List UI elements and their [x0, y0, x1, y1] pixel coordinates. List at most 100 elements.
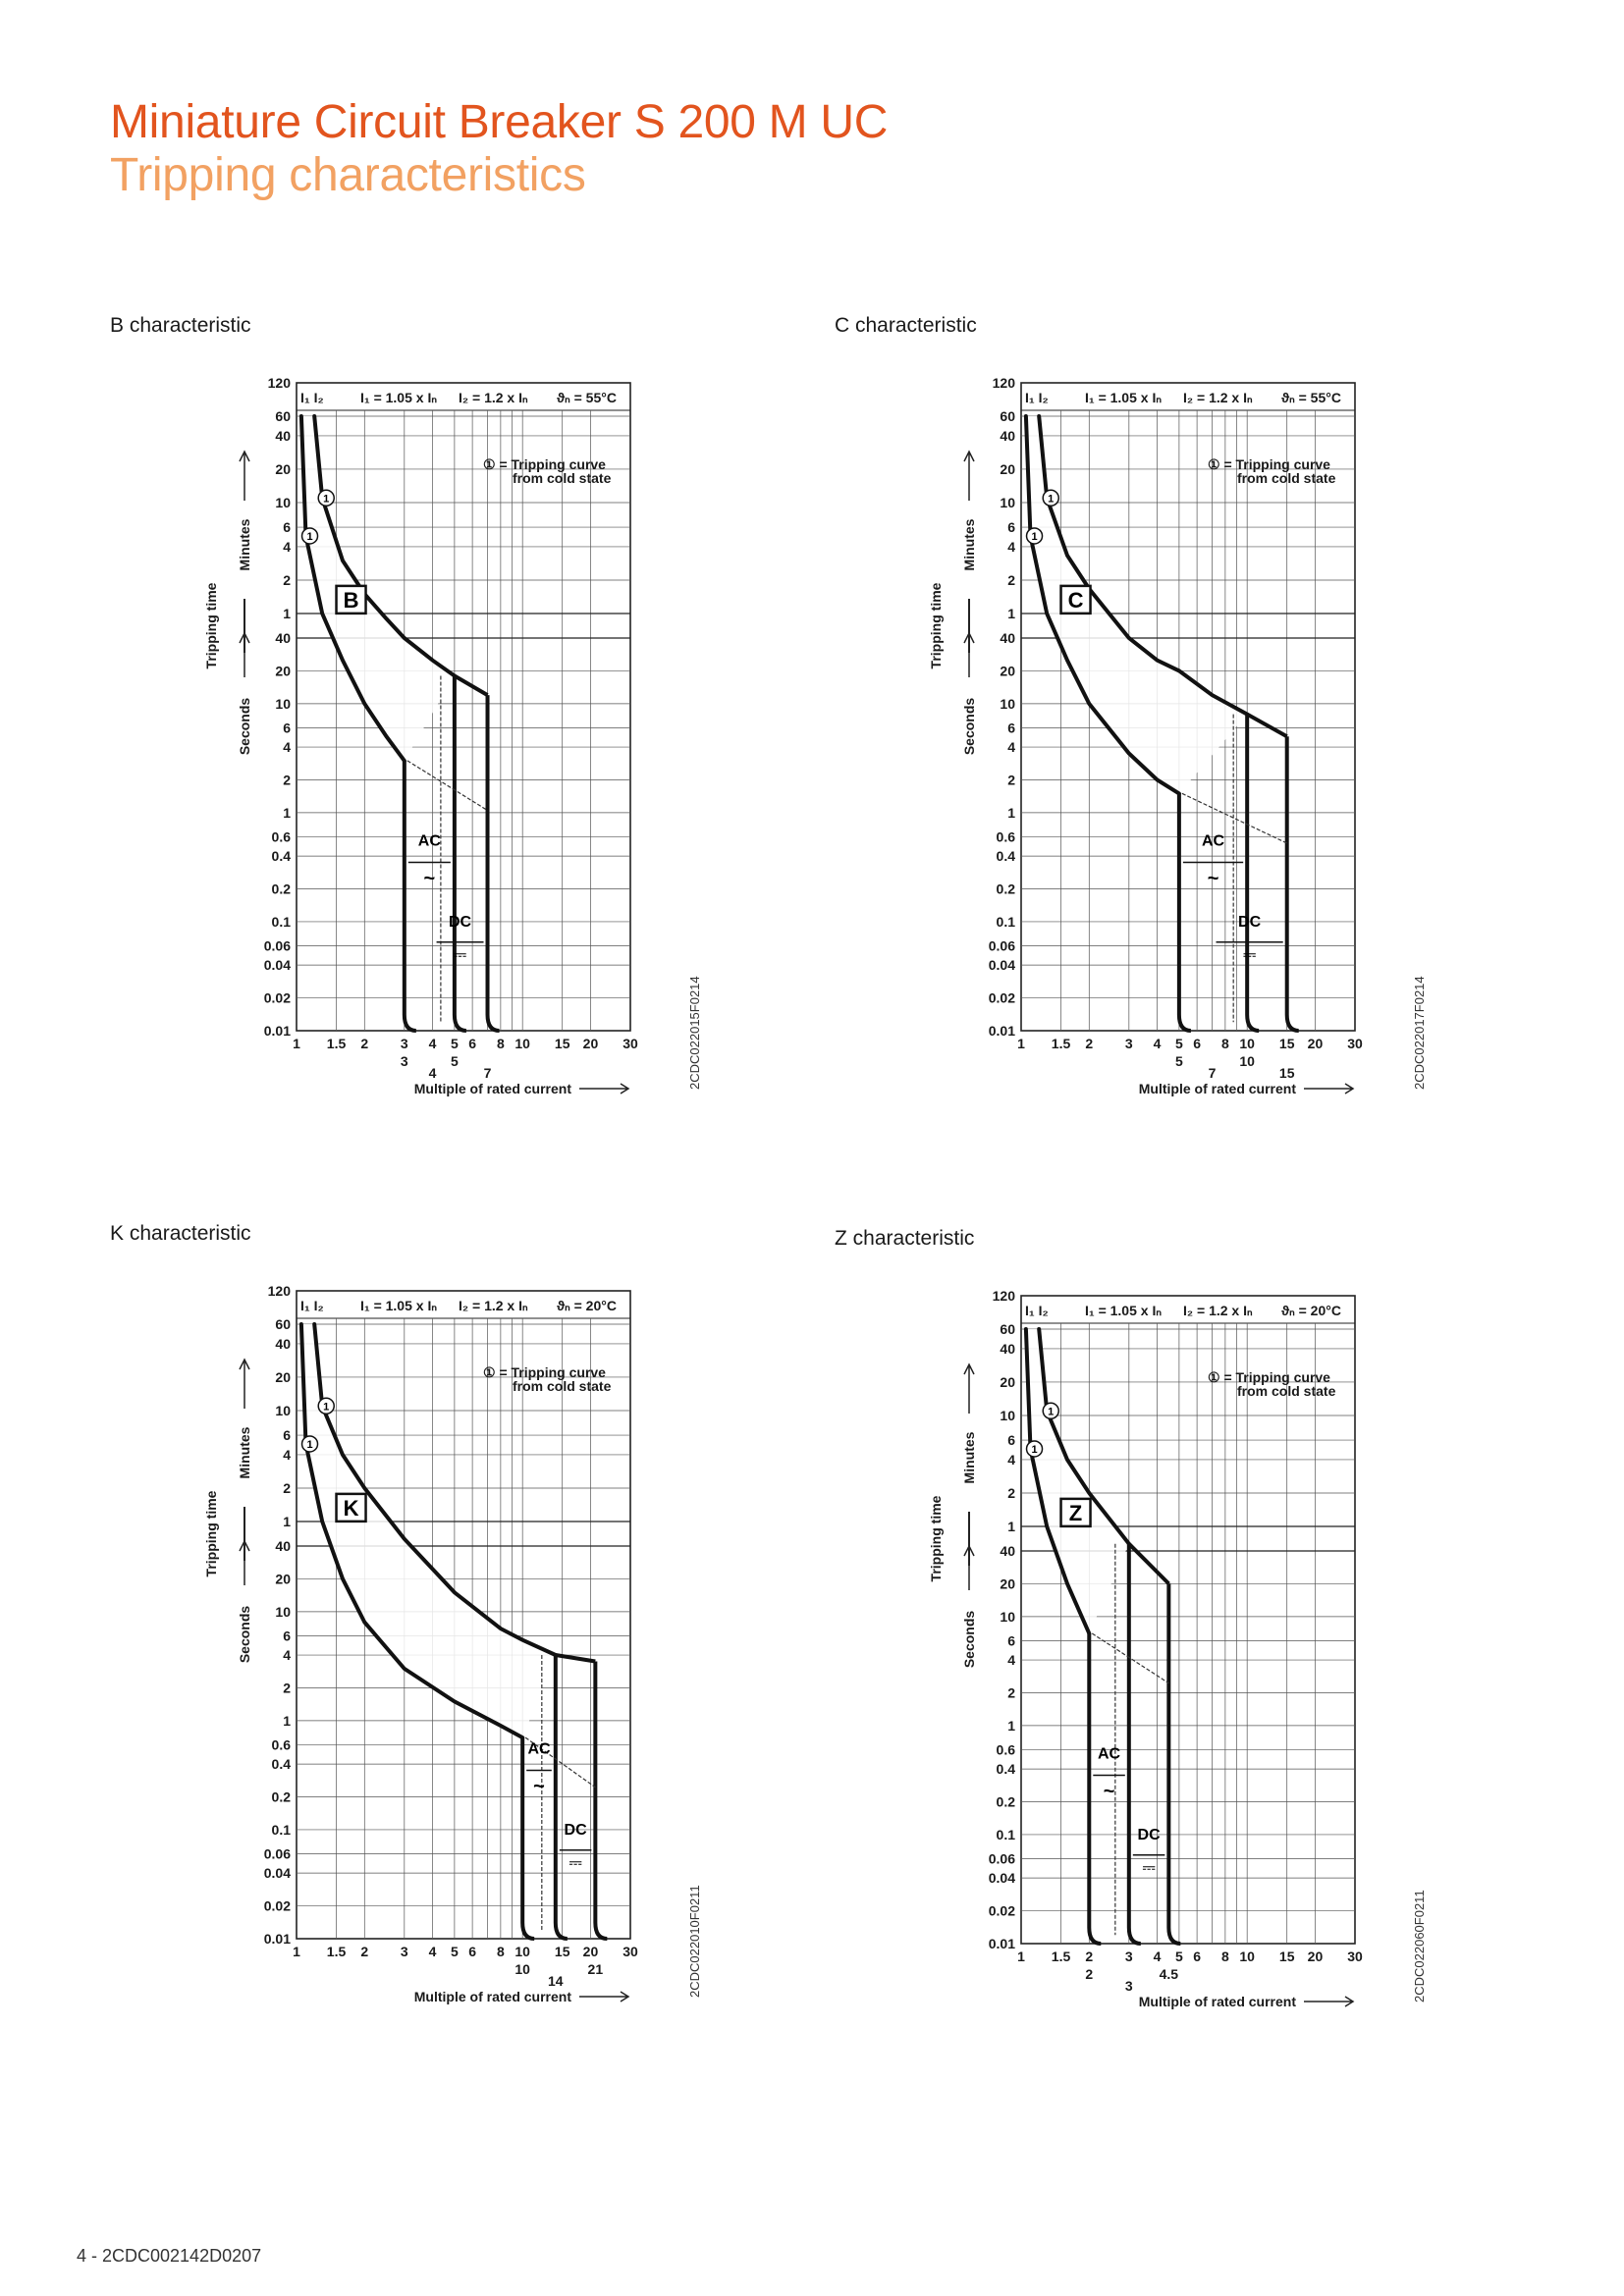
y-tick-label-seconds: 6: [283, 720, 291, 735]
y-tick-label-minutes: 60: [1000, 408, 1015, 424]
x-tick-label-secondary: 2: [1085, 1966, 1093, 1982]
x-tick-label: 6: [1193, 1036, 1201, 1051]
y-tick-label-minutes: 120: [268, 375, 292, 391]
trip-band-fill: [300, 1324, 556, 1738]
legend-text: from cold state: [1237, 470, 1336, 486]
current-labels: I₁ I₂: [300, 390, 324, 405]
y-tick-label-minutes: 60: [1000, 1321, 1015, 1337]
dc-label: DC: [1138, 1827, 1162, 1843]
y-tick-label-seconds: 0.4: [997, 848, 1016, 864]
y-tick-label-seconds: 0.1: [272, 1822, 292, 1838]
curve-letter-box: [335, 1492, 367, 1523]
y-tick-label-seconds: 40: [1000, 1543, 1015, 1559]
y-axis-label-minutes: Minutes: [961, 1431, 977, 1483]
trip-band-fill: [1025, 416, 1248, 794]
ac-symbol: ~: [424, 868, 436, 889]
y-tick-label-seconds: 1: [1007, 1718, 1015, 1734]
x-tick-label: 2: [1085, 1949, 1093, 1964]
trip-band-fill: [300, 416, 455, 761]
plot-frame: [1020, 1295, 1356, 1945]
instant-trip-leg: [1245, 714, 1260, 1033]
x-tick-label: 15: [1279, 1949, 1295, 1964]
y-tick-label-minutes: 2: [283, 1480, 291, 1496]
cold-state-marker: [1025, 1440, 1044, 1458]
dc-label: DC: [565, 1822, 588, 1839]
cold-state-marker-label: 1: [323, 493, 329, 505]
x-tick-label: 15: [555, 1944, 570, 1959]
y-tick-label-seconds: 0.4: [272, 848, 292, 864]
legend-text: ① = Tripping curve: [1208, 456, 1330, 472]
chart-heading: K characteristic: [110, 1222, 251, 1245]
y-tick-label-minutes: 20: [275, 461, 291, 477]
dc-label: DC: [1238, 914, 1262, 931]
y-tick-label-seconds: 0.06: [989, 1851, 1015, 1867]
y-tick-label-minutes: 120: [993, 375, 1016, 391]
instant-trip-leg: [1087, 1633, 1102, 1946]
curve-letter-box: [335, 584, 367, 615]
x-tick-label: 3: [401, 1036, 408, 1051]
curve-letter: K: [344, 1496, 359, 1521]
x-tick-label: 3: [1125, 1949, 1133, 1964]
y-tick-label-minutes: 1: [1007, 606, 1015, 621]
ac-label: AC: [418, 832, 442, 849]
y-tick-label-seconds: 0.04: [989, 957, 1015, 973]
chart-heading: C characteristic: [835, 314, 977, 337]
x-tick-label: 5: [1175, 1036, 1183, 1051]
footer-doc-code: 4 - 2CDC002142D0207: [77, 2246, 262, 2266]
y-tick-label-minutes: 10: [275, 1403, 291, 1418]
y-tick-label-seconds: 1: [283, 805, 291, 821]
curve-letter: Z: [1069, 1501, 1082, 1525]
cold-state-marker: [1042, 489, 1059, 507]
y-tick-label-seconds: 4: [283, 1647, 291, 1663]
legend-text: from cold state: [513, 1378, 612, 1394]
dc-label: DC: [449, 914, 472, 931]
y-tick-label-minutes: 6: [283, 519, 291, 535]
y-tick-label-seconds: 20: [1000, 1575, 1015, 1591]
y-tick-label-seconds: 2: [283, 1680, 291, 1695]
y-axis-arrow-minutes: [963, 450, 975, 501]
y-tick-label-minutes: 40: [275, 428, 291, 444]
upper-trip-curve: [312, 1322, 558, 1657]
y-axis-label-seconds: Seconds: [237, 1606, 252, 1664]
parameter-label: ϑₙ = 55°C: [557, 390, 617, 405]
chart-heading: Z characteristic: [835, 1227, 975, 1250]
x-tick-label-secondary: 3: [1125, 1978, 1133, 1994]
x-tick-label: 8: [497, 1944, 505, 1959]
y-tick-label-minutes: 40: [275, 1336, 291, 1352]
y-axis-label-seconds: Seconds: [237, 698, 252, 756]
y-tick-label-seconds: 0.02: [264, 990, 291, 1006]
curve-letter-box: [1059, 1497, 1092, 1528]
page-subtitle: Tripping characteristics: [110, 148, 586, 201]
x-tick-label: 5: [1175, 1949, 1183, 1964]
instant-trip-leg: [485, 695, 500, 1033]
y-tick-label-seconds: 1: [1007, 805, 1015, 821]
x-tick-label-secondary: 4.5: [1160, 1966, 1179, 1982]
chart-panel-z: Z characteristic 120 60 40 20 10 6 4 2 1 40 20 10 6 4…: [835, 1227, 1542, 2071]
cold-state-marker-label: 1: [306, 531, 312, 543]
x-tick-label: 2: [1085, 1036, 1093, 1051]
y-axis-arrow-minutes: [239, 450, 250, 501]
y-tick-label-minutes: 4: [283, 1447, 291, 1463]
y-tick-label-seconds: 4: [1007, 739, 1015, 755]
x-tick-label: 3: [1125, 1036, 1133, 1051]
instant-trip-leg: [1284, 736, 1299, 1033]
x-tick-label: 1.5: [1052, 1036, 1071, 1051]
x-tick-label: 2: [360, 1036, 368, 1051]
legend-text: ① = Tripping curve: [483, 1364, 606, 1380]
y-tick-label-minutes: 40: [1000, 428, 1015, 444]
x-tick-label-secondary: 5: [451, 1053, 459, 1069]
dc-symbol: ⎓: [454, 946, 466, 963]
y-tick-label-seconds: 0.1: [997, 914, 1016, 930]
y-tick-label-minutes: 10: [275, 495, 291, 510]
parameter-label: I₂ = 1.2 x Iₙ: [459, 390, 528, 405]
title-block: Miniature Circuit Breaker S 200 M UC Tri…: [110, 96, 888, 202]
x-tick-label: 1: [1017, 1949, 1025, 1964]
y-axis-label-seconds: Seconds: [961, 698, 977, 756]
drawing-code: 2CDC022060F0211: [1412, 1890, 1427, 2002]
y-tick-label-minutes: 6: [283, 1427, 291, 1443]
dc-trip-curve: [453, 673, 489, 697]
y-tick-label-seconds: 0.1: [272, 914, 292, 930]
x-tick-label: 5: [451, 1036, 459, 1051]
x-tick-label: 15: [1279, 1036, 1295, 1051]
y-tick-label-minutes: 4: [1007, 1452, 1015, 1468]
